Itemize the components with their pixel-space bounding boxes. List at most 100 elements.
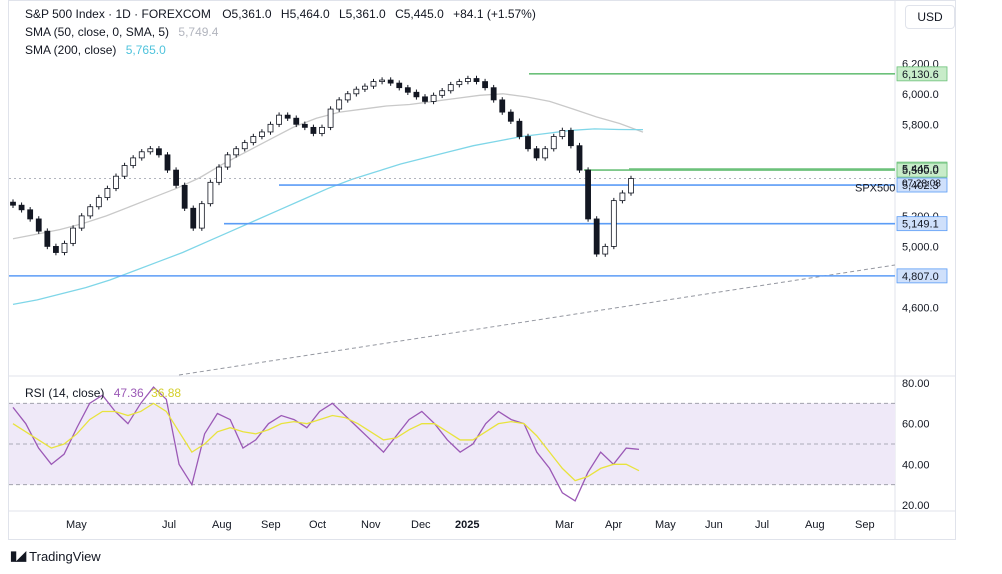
- candle-body: [61, 242, 68, 253]
- candle-body: [465, 78, 471, 82]
- candle-body: [78, 215, 85, 229]
- time-tick-label: Sep: [261, 519, 281, 531]
- candle-body: [259, 131, 265, 137]
- candle-body: [27, 209, 34, 220]
- level-axis-tag: [896, 177, 948, 193]
- price-tick-label: 6,000.0: [902, 89, 939, 101]
- candle-body: [542, 148, 549, 159]
- series-name-label: SPX500: [855, 183, 895, 195]
- time-tick-label: May: [655, 519, 676, 531]
- ohlc-low-label: L: [338, 7, 346, 21]
- candle-body: [95, 197, 102, 208]
- candle-body: [18, 204, 25, 211]
- candle-body: [404, 87, 411, 93]
- sma200-legend[interactable]: SMA (200, close) 5,765.0: [25, 43, 166, 57]
- candle-body: [44, 230, 51, 247]
- candle-body: [396, 82, 403, 89]
- price-tick-label: 5,800.0: [902, 119, 939, 131]
- candle-body: [147, 148, 154, 153]
- chart-canvas[interactable]: SPX500 6,200.06,000.05,800.05,200.05,000…: [9, 1, 955, 539]
- rsi-tick-label: 40.00: [902, 459, 930, 471]
- candle-body: [190, 207, 197, 229]
- candle-body: [156, 148, 162, 156]
- ohlc-close-value: 5,445.0: [403, 7, 444, 21]
- candle-body: [224, 154, 231, 168]
- candle-body: [473, 78, 480, 82]
- rsi-ma-line: [12, 402, 640, 482]
- time-tick-label: Oct: [309, 519, 326, 531]
- candle-body: [387, 79, 394, 84]
- time-tick-label: May: [66, 519, 87, 531]
- candle-body: [276, 114, 282, 125]
- time-tick-label: Jul: [755, 519, 769, 531]
- candle-body: [585, 169, 591, 220]
- candle-body: [610, 200, 617, 247]
- candle-body: [250, 136, 257, 144]
- ohlc-close-label: C: [395, 7, 404, 21]
- level-axis-tag: [896, 268, 948, 284]
- trendline: [178, 264, 896, 376]
- candle-body: [516, 120, 523, 137]
- candle-body: [619, 192, 626, 202]
- candle-body: [104, 188, 111, 198]
- sma50-legend[interactable]: SMA (50, close, 0, SMA, 5) 5,749.4: [25, 25, 218, 39]
- candle-body: [130, 157, 137, 166]
- price-tick-label: 4,600.0: [902, 302, 939, 314]
- rsi-value: 47.36: [113, 386, 144, 400]
- candle-body: [430, 94, 437, 102]
- time-tick-label: Aug: [805, 519, 825, 531]
- candle-body: [559, 130, 566, 137]
- ohlc-high-value: 5,464.0: [289, 7, 330, 21]
- time-tick-label: Dec: [411, 519, 431, 531]
- rsi-tick-label: 60.00: [902, 419, 930, 431]
- tradingview-logo-icon: ▮◢: [10, 548, 26, 563]
- candle-body: [138, 151, 145, 159]
- time-tick-label: Sep: [855, 519, 875, 531]
- chart-frame[interactable]: SPX500 6,200.06,000.05,800.05,200.05,000…: [8, 0, 956, 540]
- currency-button[interactable]: USD: [905, 5, 955, 29]
- candle-body: [301, 123, 308, 128]
- candle-body: [370, 81, 377, 87]
- countdown-label: 07:28:08: [902, 179, 941, 190]
- rsi-tick-label: 20.00: [902, 500, 930, 512]
- level-axis-label: 4,807.0: [902, 271, 939, 283]
- level-axis-tag: [896, 66, 948, 82]
- candle-body: [284, 114, 291, 119]
- level-axis-label: 5,149.1: [902, 219, 939, 231]
- candle-body: [379, 79, 385, 82]
- symbol-legend[interactable]: S&P 500 Index · 1D · FOREXCOM O5,361.0 H…: [25, 7, 536, 21]
- level-axis-tag: [896, 216, 948, 232]
- candle-body: [362, 85, 368, 90]
- candle-body: [507, 111, 514, 122]
- candle-body: [53, 246, 59, 253]
- candle-body: [198, 203, 205, 229]
- sma200-value: 5,765.0: [125, 43, 166, 57]
- candle-body: [490, 87, 497, 101]
- level-axis-label: 5,500.0: [902, 165, 939, 177]
- candle-body: [233, 148, 240, 156]
- rsi-legend[interactable]: RSI (14, close) 47.36 36.88: [25, 386, 181, 400]
- candle-body: [422, 96, 428, 102]
- candle-body: [293, 117, 300, 125]
- candle-body: [181, 184, 188, 209]
- candle-body: [353, 88, 360, 95]
- candle-body: [87, 206, 94, 217]
- candle-body: [576, 145, 583, 171]
- candle-body: [602, 246, 609, 255]
- candle-body: [216, 166, 222, 183]
- candle-body: [499, 99, 506, 113]
- time-tick-label: Jul: [162, 519, 176, 531]
- rsi-label: RSI (14, close): [25, 386, 105, 400]
- candle-body: [121, 165, 128, 177]
- candle-body: [319, 126, 325, 134]
- candle-body: [336, 99, 343, 110]
- candle-body: [10, 201, 16, 206]
- price-tick-label: 5,000.0: [902, 241, 939, 253]
- candle-body: [568, 130, 574, 147]
- candle-body: [310, 126, 317, 134]
- candle-body: [241, 142, 248, 150]
- rsi-line: [12, 386, 640, 502]
- tradingview-logo[interactable]: ▮◢ TradingView: [10, 548, 101, 564]
- ohlc-low-value: 5,361.0: [345, 7, 386, 21]
- rsi-ma-value: 36.88: [151, 386, 182, 400]
